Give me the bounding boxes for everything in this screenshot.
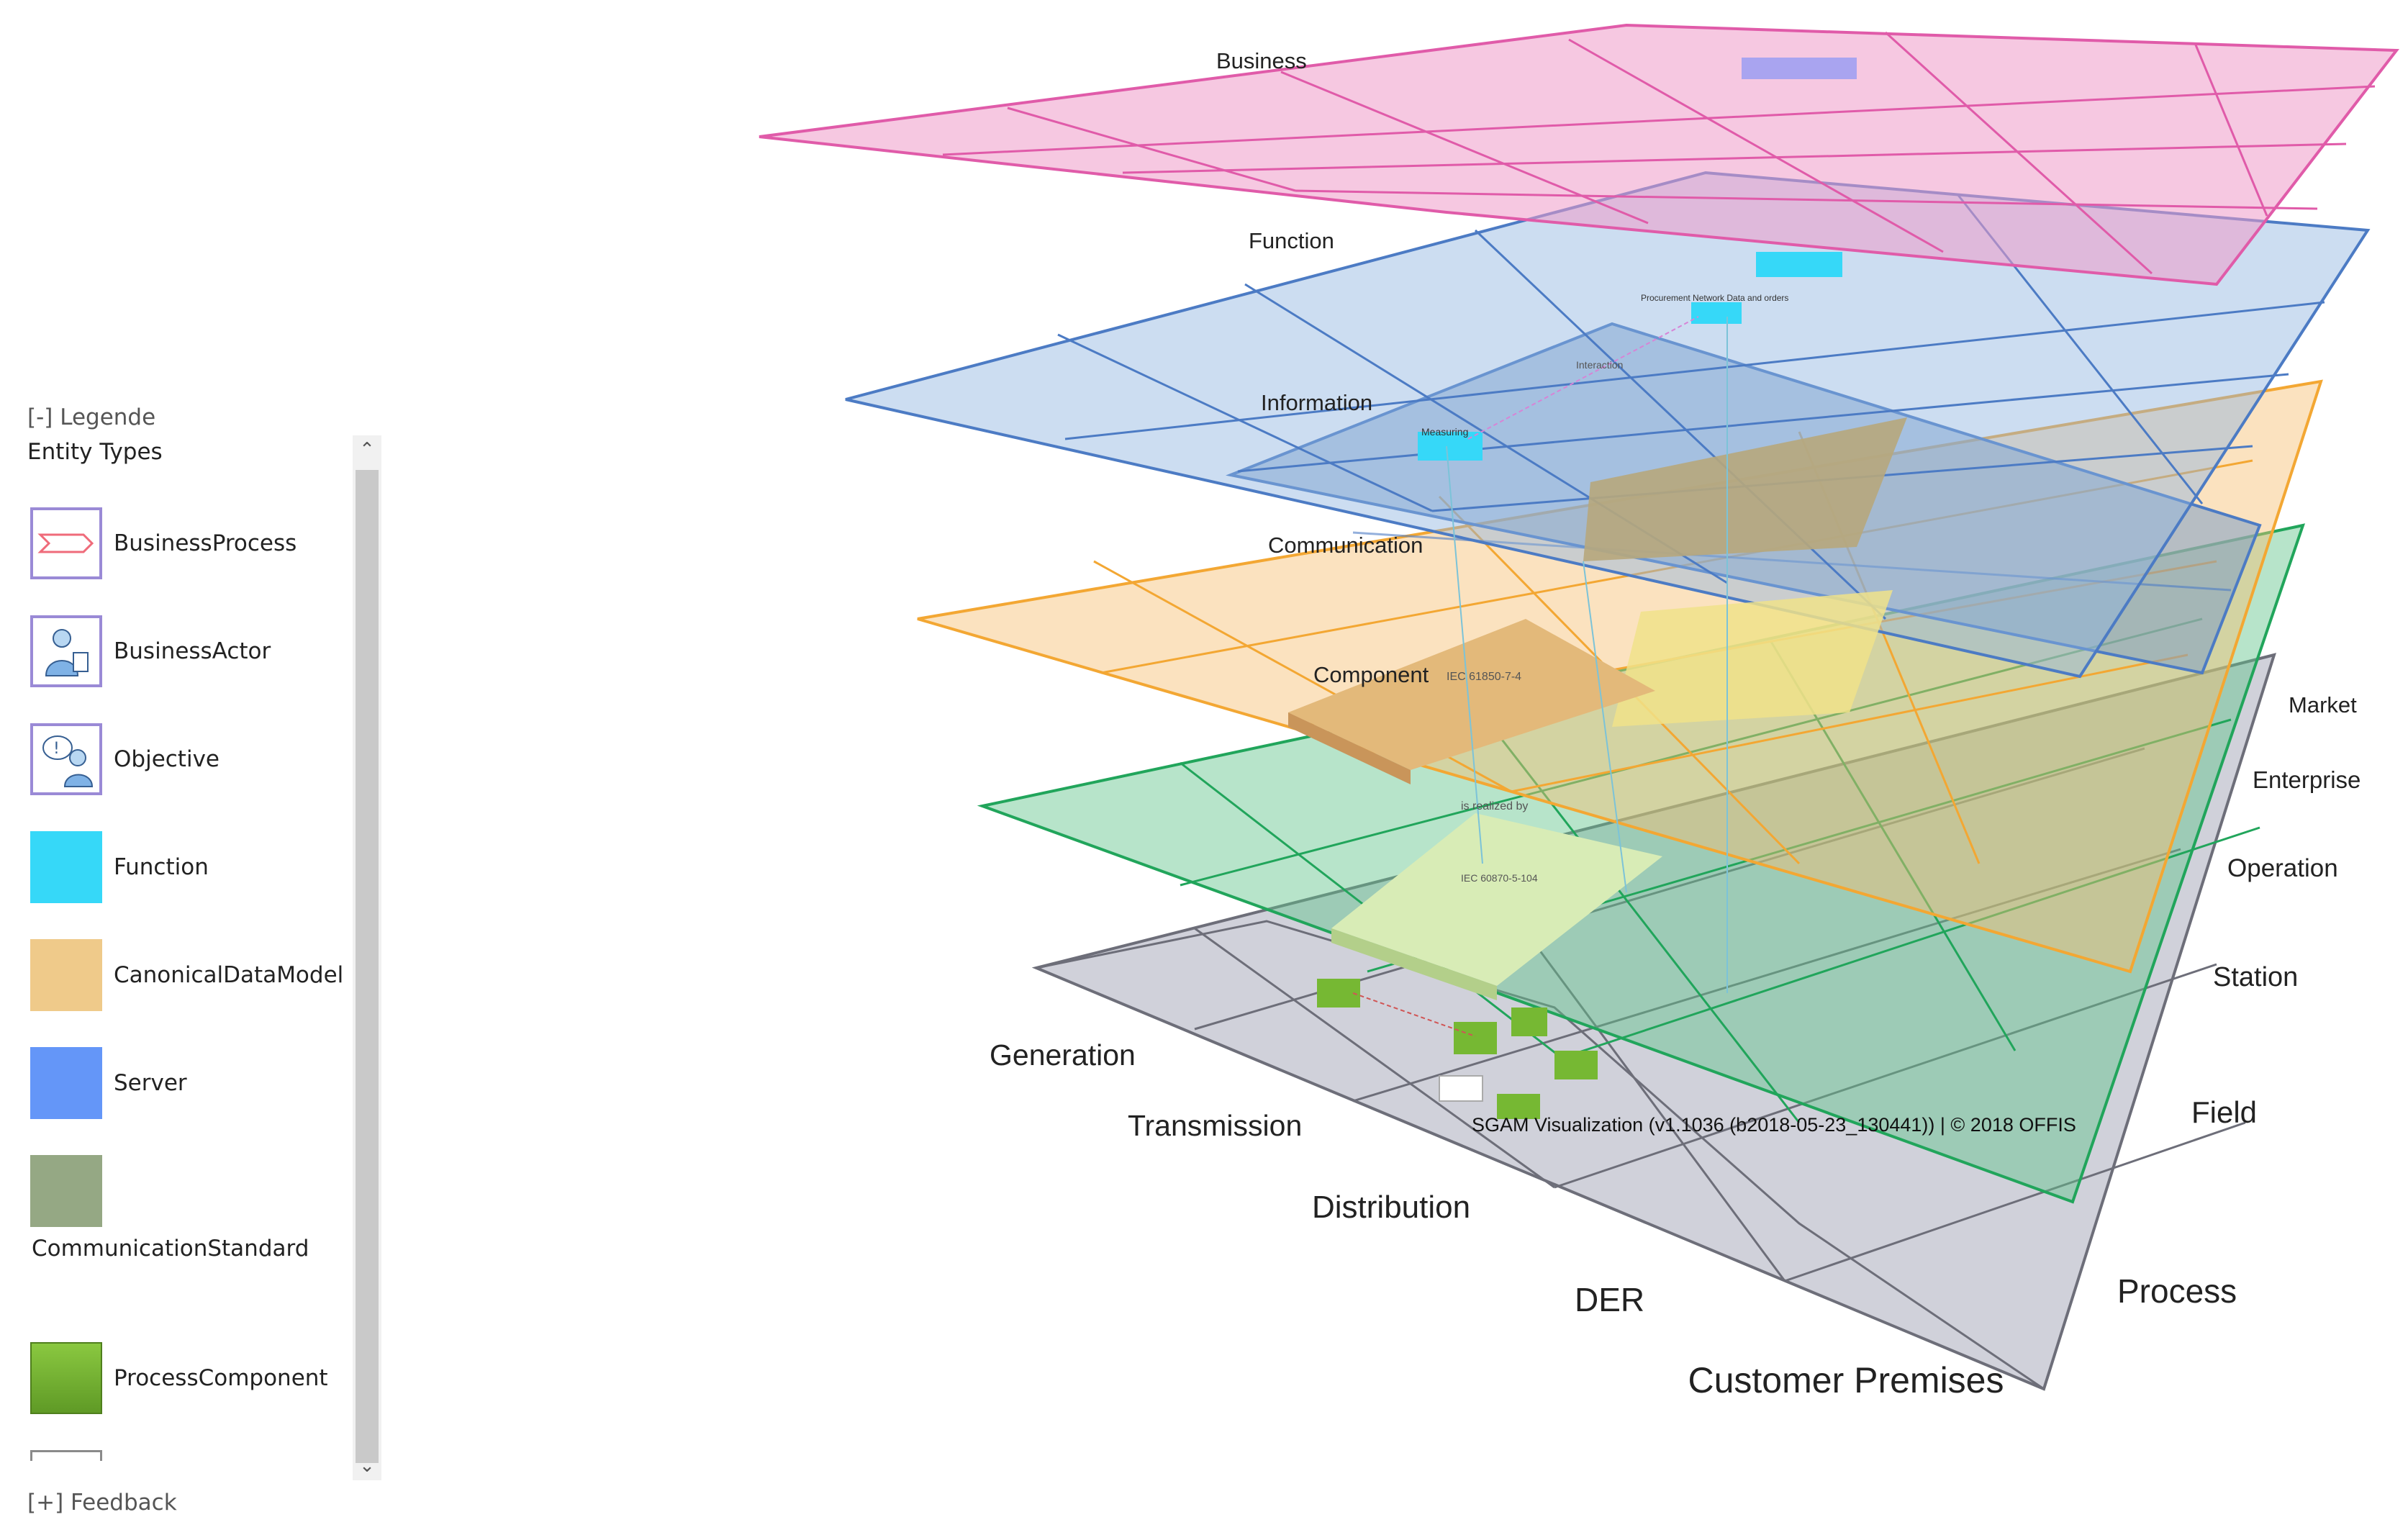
legend-item-partial[interactable] [27,1450,344,1461]
zone-label-field: Field [2191,1095,2257,1129]
business-actor-block[interactable] [1742,58,1857,79]
zone-label-enterprise: Enterprise [2253,766,2361,793]
objective-icon: ! [30,723,102,795]
scene-label-iec-2: IEC 60870-5-104 [1461,872,1538,884]
layer-label-component: Component [1313,662,1429,687]
scene-label-iec: IEC 61850-7-4 [1447,671,1521,683]
legend-item-canonical-data-model[interactable]: CanonicalDataModel [27,939,344,1018]
legend-list[interactable]: BusinessProcess BusinessActor ! Objectiv… [27,497,344,1461]
legend-toggle[interactable]: [-] Legende [27,404,156,430]
process-component-block-4[interactable] [1554,1051,1598,1079]
scene-label-measuring: Measuring [1421,426,1468,438]
function-block-2[interactable] [1691,302,1742,324]
zone-label-operation: Operation [2227,854,2338,882]
business-layer [759,23,2399,286]
business-process-icon [30,507,102,579]
layer-label-communication: Communication [1268,533,1423,558]
entity-blocks [1288,58,1907,1119]
version-text: SGAM Visualization (v1.1036 (b2018-05-23… [1472,1114,2076,1136]
partial-entity-icon [30,1450,102,1461]
svg-text:!: ! [53,740,60,758]
legend-item-objective[interactable]: ! Objective [27,723,344,802]
legend-item-communication-standard[interactable]: CommunicationStandard [27,1155,344,1292]
process-component-block-5[interactable] [1497,1094,1540,1119]
server-swatch [30,1047,102,1119]
legend-label-business-process: BusinessProcess [114,530,297,556]
domain-label-distribution: Distribution [1312,1190,1470,1225]
process-component-block-6[interactable] [1439,1075,1483,1102]
zone-label-station: Station [2213,962,2298,992]
function-block[interactable] [1756,252,1842,277]
domain-label-customer-premises: Customer Premises [1688,1360,2004,1400]
legend-scrollbar[interactable]: ⌃ ⌄ [353,435,381,1480]
process-component-block-3[interactable] [1511,1008,1547,1036]
scroll-up-button[interactable]: ⌃ [359,439,375,461]
layer-label-business: Business [1216,48,1307,73]
scene-label-procurement: Procurement Network Data and orders [1641,293,1788,303]
zone-label-market: Market [2289,692,2357,717]
layer-label-information: Information [1261,390,1372,415]
domain-label-transmission: Transmission [1128,1109,1302,1142]
business-actor-icon [30,615,102,687]
communication-standard-block[interactable] [1331,813,1662,986]
process-component-block-2[interactable] [1454,1022,1497,1054]
legend-label-function: Function [114,854,209,880]
process-component-block[interactable] [1317,979,1360,1008]
communication-standard-swatch [30,1155,102,1227]
scroll-down-button[interactable]: ⌄ [359,1455,375,1477]
legend-heading: Entity Types [27,439,163,465]
legend-label-server: Server [114,1070,187,1096]
legend-label-business-actor: BusinessActor [114,638,271,664]
layer-label-function: Function [1249,228,1334,253]
function-swatch [30,831,102,903]
legend-item-server[interactable]: Server [27,1047,344,1126]
scroll-thumb[interactable] [356,470,379,1463]
legend-item-function[interactable]: Function [27,831,344,910]
domain-label-customer-premises-text: Customer Premises [1688,1360,2004,1400]
domain-label-der: DER [1575,1281,1644,1318]
measuring-block[interactable] [1418,432,1483,461]
scene-label-interaction: Interaction [1576,359,1623,371]
domain-label-generation: Generation [990,1038,1136,1072]
canonical-data-model-block[interactable] [1288,619,1655,770]
legend-item-process-component[interactable]: ProcessComponent [27,1342,344,1421]
process-component-swatch [30,1342,102,1414]
communication-block[interactable] [1612,590,1893,727]
legend-item-business-process[interactable]: BusinessProcess [27,507,344,587]
information-block[interactable] [1583,417,1907,561]
legend-label-objective: Objective [114,746,219,772]
legend-item-business-actor[interactable]: BusinessActor [27,615,344,694]
legend-label-canonical-data-model: CanonicalDataModel [114,962,344,988]
legend-label-communication-standard: CommunicationStandard [32,1236,309,1262]
scene-label-realized-by: is realized by [1461,800,1528,812]
canonical-data-model-swatch [30,939,102,1011]
legend-label-process-component: ProcessComponent [114,1365,328,1391]
zone-label-process: Process [2117,1272,2237,1310]
feedback-toggle[interactable]: [+] Feedback [27,1490,177,1516]
scene-labels: Business Function Information Communicat… [990,48,2361,1400]
